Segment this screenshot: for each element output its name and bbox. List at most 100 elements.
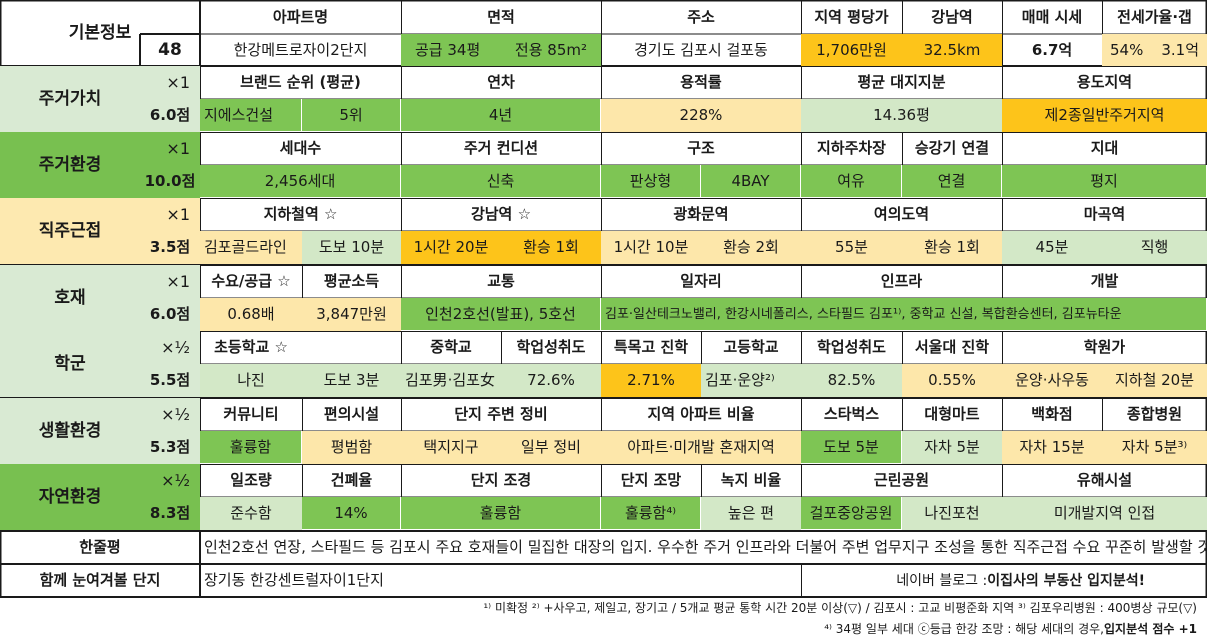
- section-score: 8.3점: [140, 497, 200, 530]
- section-value: 나진포천: [902, 497, 1002, 530]
- basic-header: 매매 시세: [1021, 7, 1083, 26]
- section-header: 교통: [487, 272, 515, 290]
- section-value: 3,847만원: [302, 298, 401, 331]
- section-value: 직행: [1102, 231, 1207, 264]
- section-value: 준수함: [200, 497, 302, 530]
- gangnam-distance: 32.5km: [902, 34, 1002, 66]
- section-score: 5.5점: [140, 364, 200, 397]
- footnote-line-1: ¹⁾ 미확정 ²⁾ +사우고, 제일고, 장기고 / 5개교 평균 통학 시간 …: [483, 601, 1197, 615]
- section-header: 지하철역 ☆: [263, 205, 338, 223]
- summary-text: 인천2호선 연장, 스타필드 등 김포시 주요 호재들이 밀집한 대장의 입지.…: [204, 538, 1207, 556]
- basic-header: 주소: [687, 7, 715, 26]
- section-weight: ×½: [140, 464, 200, 497]
- apt-name: 한강메트로자이2단지: [233, 40, 368, 59]
- section-header: 지하주차장: [816, 139, 886, 157]
- section-label-commute: 직주근접: [0, 198, 140, 264]
- section-header: 스타벅스: [823, 405, 880, 423]
- section-value: 걸포중앙공원: [801, 497, 902, 530]
- basic-header: 지역 평당가: [814, 7, 889, 26]
- footnote-bold: 입지분석 점수 +1: [1103, 622, 1197, 636]
- basic-header: 강남역: [931, 7, 973, 26]
- section-header: 편의시설: [323, 405, 380, 423]
- section-header: 수요/공급 ☆: [211, 272, 291, 290]
- sale-price: 6.7억: [1031, 40, 1073, 59]
- basic-header: 아파트명: [272, 7, 329, 26]
- section-label-school: 학군: [0, 331, 140, 397]
- section-header: 중학교: [430, 338, 472, 356]
- section-value: 72.6%: [501, 364, 601, 397]
- blog-name: 이집사의 부동산 입지분석!: [987, 572, 1145, 589]
- exclusive-area: 전용 85m²: [514, 40, 587, 59]
- related-label: 함께 눈여겨볼 단지: [39, 571, 161, 589]
- section-header: 고등학교: [723, 338, 779, 356]
- section-value: 택지지구: [401, 431, 501, 464]
- section-header: 평균소득: [323, 272, 380, 290]
- section-header: 지대: [1090, 139, 1119, 157]
- section-value: 4년: [401, 99, 601, 132]
- section-header: 인프라: [880, 272, 923, 290]
- section-header: 일자리: [680, 272, 722, 290]
- section-value: 14%: [302, 497, 401, 530]
- section-header: 초등학교 ☆: [214, 338, 288, 356]
- section-value: 45분: [1002, 231, 1102, 264]
- area-value: 공급 34평 전용 85m²: [401, 34, 601, 66]
- section-value: 자차 5분: [902, 431, 1002, 464]
- section-header: 서울대 진학: [914, 338, 990, 356]
- section-value: 지에스건설: [200, 99, 302, 132]
- section-value: 훌륭함: [200, 431, 302, 464]
- section-header: 마곡역: [1083, 205, 1126, 223]
- address-value: 경기도 김포시 걸포동: [634, 40, 768, 59]
- section-value: 5위: [302, 99, 401, 132]
- section-value: 나진: [200, 364, 302, 397]
- footnote-line-2: ⁴⁾ 34평 일부 세대 ⓒ등급 한강 조망 : 해당 세대의 경우, 입지분석…: [0, 619, 1203, 639]
- section-score: 3.5점: [140, 231, 200, 264]
- section-header: 종합병원: [1126, 405, 1183, 423]
- section-header: 평균 대지지분: [857, 73, 946, 91]
- section-header: 건폐율: [330, 471, 373, 489]
- section-value: 김포男·김포女: [401, 364, 501, 397]
- section-value: 도보 5분: [801, 431, 902, 464]
- section-weight: ×½: [140, 331, 200, 364]
- related-text: 장기동 한강센트럴자이1단지: [204, 571, 384, 589]
- section-header: 대형마트: [924, 405, 980, 423]
- section-value: 1시간 20분: [401, 231, 501, 264]
- section-value: 환승 1회: [501, 231, 601, 264]
- section-label-nature: 자연환경: [0, 464, 140, 530]
- section-weight: ×1: [140, 265, 200, 298]
- section-score: 10.0점: [140, 165, 200, 198]
- section-header: 특목고 진학: [613, 338, 689, 356]
- section-score: 5.3점: [140, 431, 200, 464]
- basic-header: 전세가율·갭: [1117, 7, 1192, 26]
- section-header: 일조량: [230, 471, 272, 489]
- section-value: 김포골드라인: [200, 231, 302, 264]
- section-weight: ×1: [140, 198, 200, 231]
- section-value: 평지: [1002, 165, 1207, 198]
- section-header: 여의도역: [873, 205, 930, 223]
- section-header: 학원가: [1083, 338, 1126, 356]
- section-header: 단지 조망: [620, 471, 682, 489]
- section-value: 여유: [801, 165, 902, 198]
- section-value: 도보 10분: [302, 231, 401, 264]
- section-value: 도보 3분: [302, 364, 401, 397]
- jeonse-gap: 54% 3.1억: [1102, 34, 1207, 66]
- section-value: 자차 15분: [1002, 431, 1102, 464]
- section-value: 자차 5분³⁾: [1102, 431, 1207, 464]
- section-header: 광화문역: [673, 205, 729, 223]
- section-value: 4BAY: [701, 165, 801, 198]
- section-header: 녹지 비율: [720, 471, 782, 489]
- section-value: 훌륭함⁴⁾: [601, 497, 701, 530]
- section-value: 연결: [902, 165, 1002, 198]
- section-value: 미개발지역 인접: [1002, 497, 1207, 530]
- section-value: 55분: [801, 231, 902, 264]
- section-value: 아파트·미개발 혼재지역: [601, 431, 801, 464]
- section-label-residence_env: 주거환경: [0, 132, 140, 198]
- section-value: 운양·사우동: [1002, 364, 1102, 397]
- section-value: 김포·운양²⁾: [701, 364, 801, 397]
- section-header: 커뮤니티: [223, 405, 279, 423]
- section-value: 환승 1회: [902, 231, 1002, 264]
- section-value: 환승 2회: [701, 231, 801, 264]
- section-value: 228%: [601, 99, 801, 132]
- section-value: 82.5%: [801, 364, 902, 397]
- section-header: 학업성취도: [816, 338, 886, 356]
- section-score: 6.0점: [140, 99, 200, 132]
